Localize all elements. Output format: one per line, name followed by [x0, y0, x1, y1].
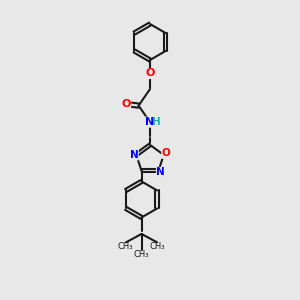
- Text: O: O: [121, 99, 131, 109]
- Text: O: O: [145, 68, 155, 79]
- Text: CH₃: CH₃: [134, 250, 149, 259]
- Text: N: N: [146, 117, 154, 127]
- Text: CH₃: CH₃: [150, 242, 166, 251]
- Text: CH₃: CH₃: [118, 242, 133, 251]
- Text: O: O: [162, 148, 170, 158]
- Text: H: H: [152, 117, 161, 127]
- Text: N: N: [130, 150, 138, 160]
- Text: N: N: [157, 167, 165, 177]
